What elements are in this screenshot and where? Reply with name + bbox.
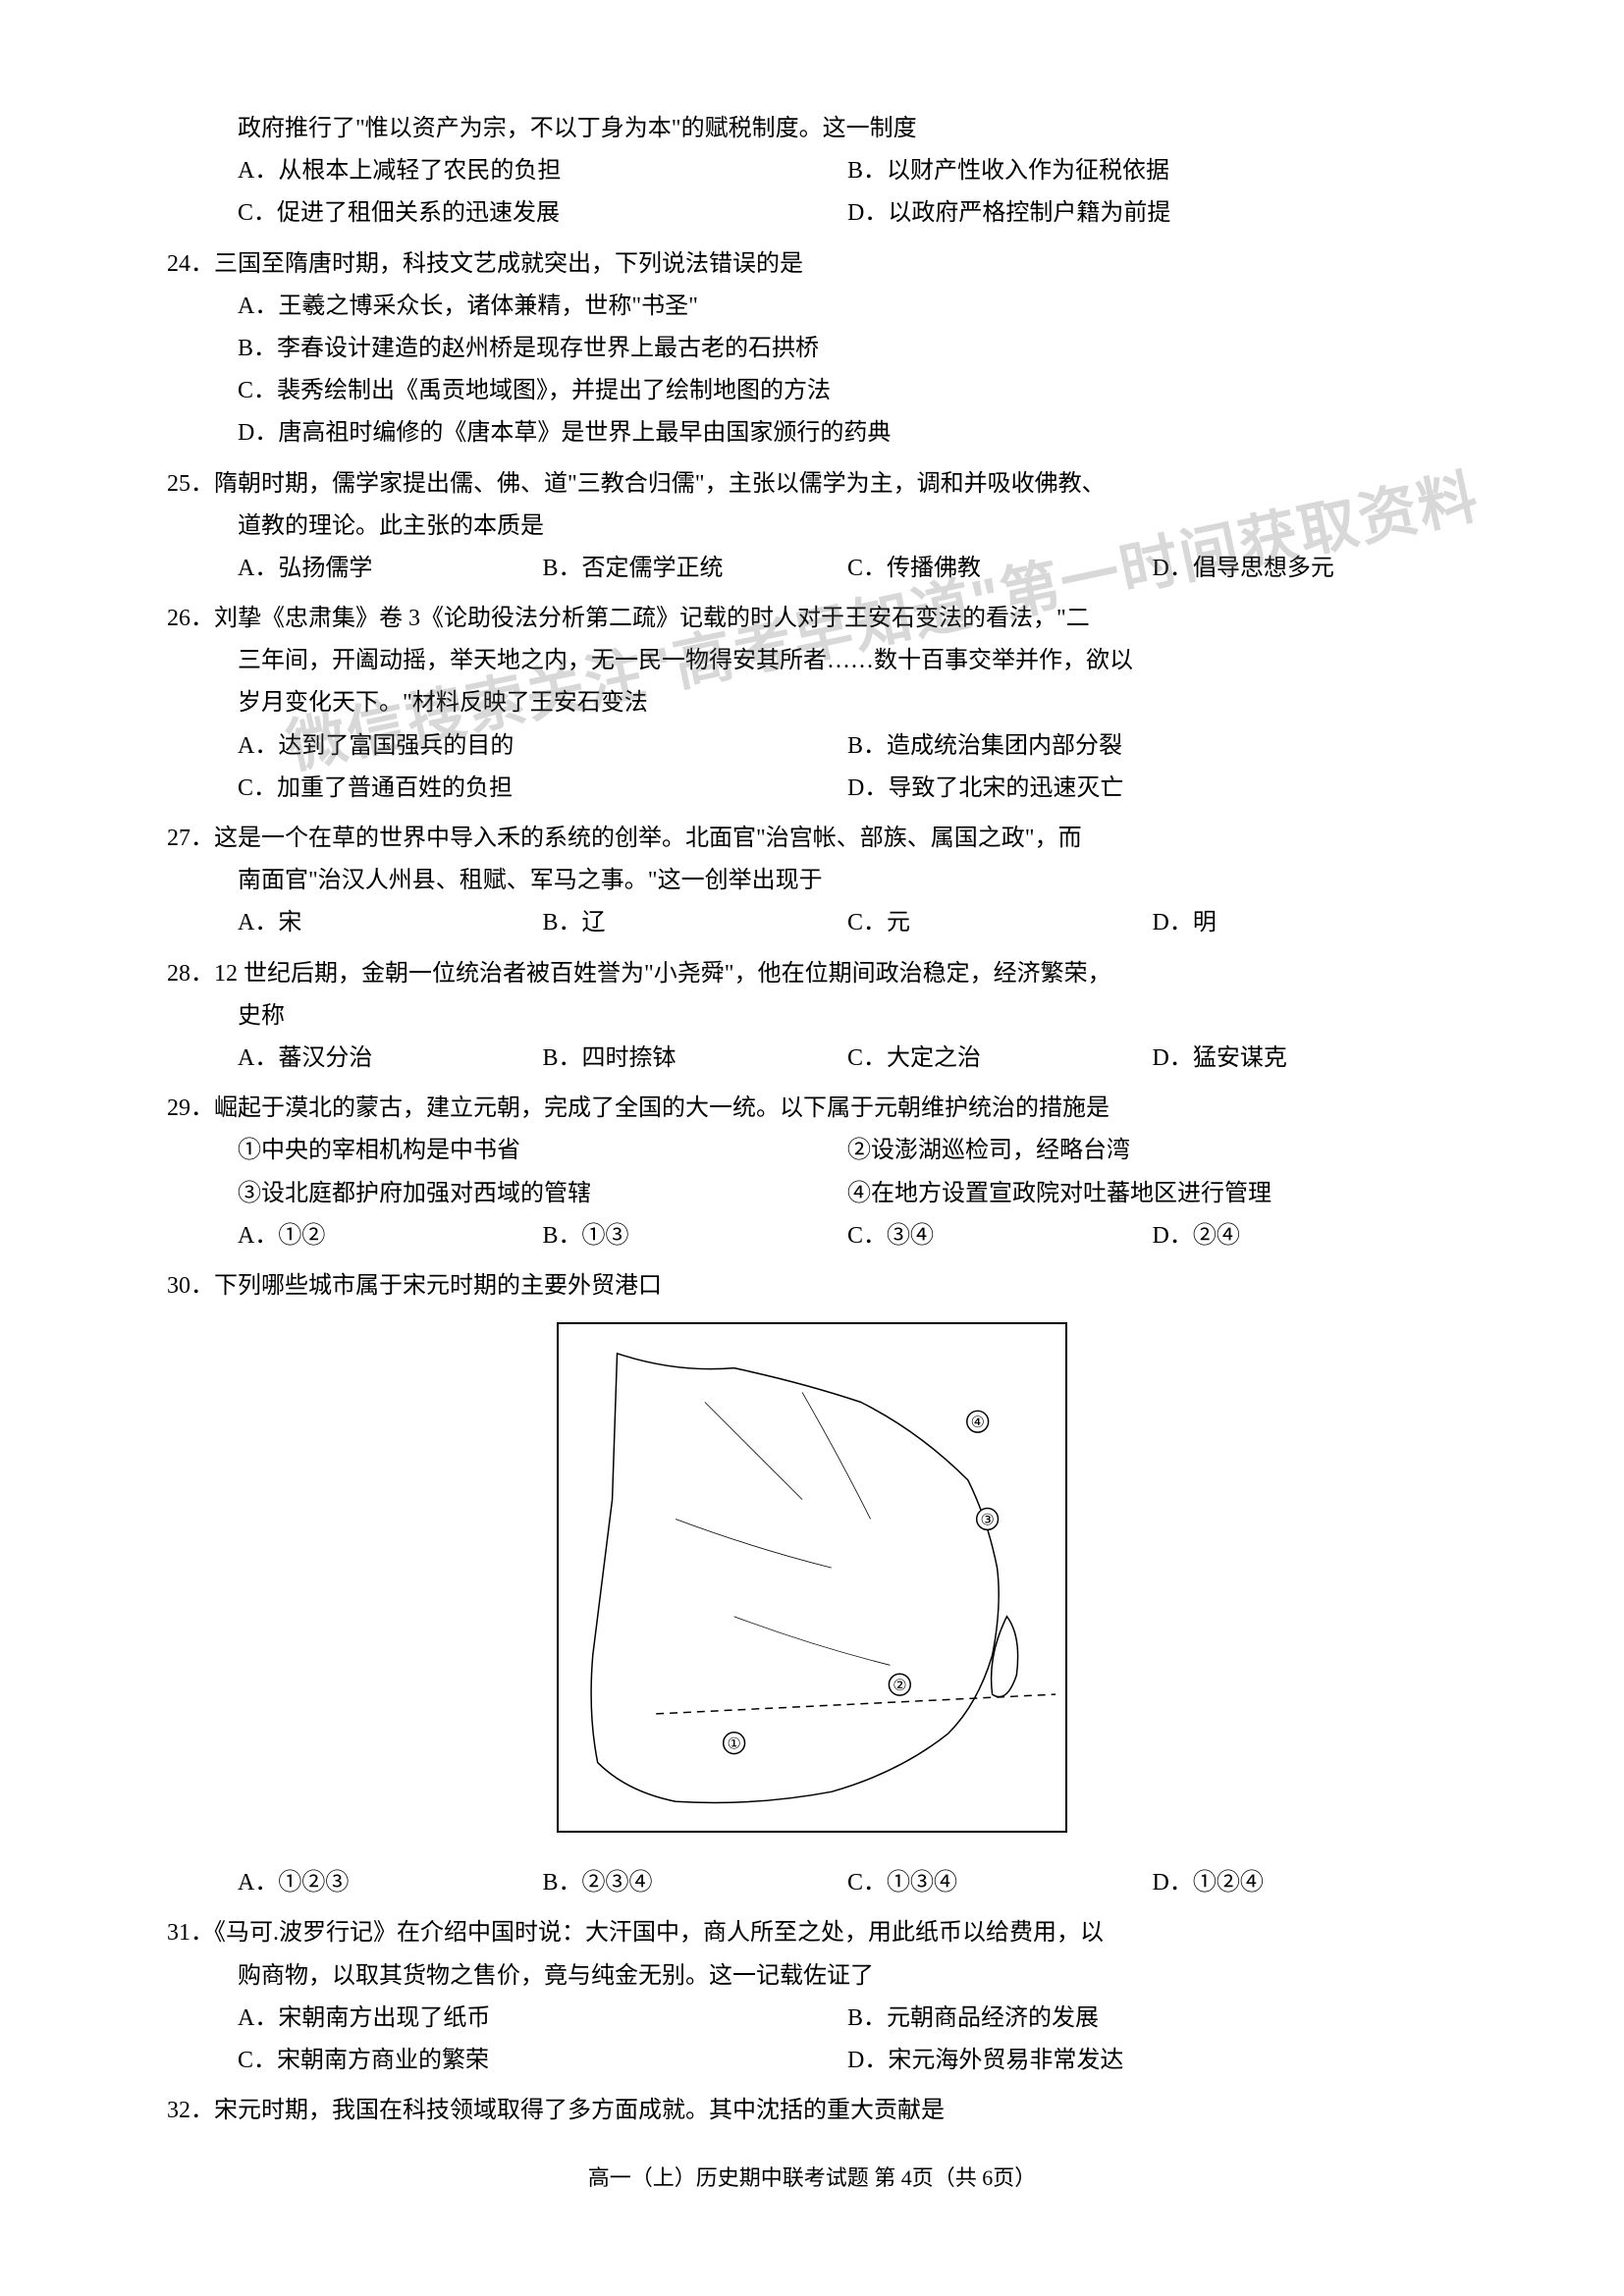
map-marker-1: ① xyxy=(728,1736,741,1753)
q25-option-b: B．否定儒学正统 xyxy=(543,548,848,590)
q27-option-b: B．辽 xyxy=(543,902,848,944)
q28-option-a: A．蕃汉分治 xyxy=(238,1038,543,1080)
q24-option-b: B．李春设计建造的赵州桥是现存世界上最古老的石拱桥 xyxy=(167,328,1457,370)
q30-option-d: D．①②④ xyxy=(1153,1862,1458,1904)
q23-option-a: A．从根本上减轻了农民的负担 xyxy=(238,150,847,192)
q28-option-b: B．四时捺钵 xyxy=(543,1038,848,1080)
q25-option-d: D．倡导思想多元 xyxy=(1153,548,1458,590)
q24-option-a: A．王羲之博采众长，诸体兼精，世称"书圣" xyxy=(167,286,1457,328)
map-marker-3: ③ xyxy=(981,1512,995,1528)
question-26: 26．刘挚《忠肃集》卷 3《论助役法分析第二疏》记载的时人对于王安石变法的看法，… xyxy=(167,598,1457,810)
q25-option-c: C．传播佛教 xyxy=(847,548,1153,590)
q29-sub2: ②设澎湖巡检司，经略台湾 xyxy=(847,1130,1457,1172)
q31-option-d: D．宋元海外贸易非常发达 xyxy=(847,2040,1457,2082)
q26-text: 26．刘挚《忠肃集》卷 3《论助役法分析第二疏》记载的时人对于王安石变法的看法，… xyxy=(167,598,1457,640)
map-container: ① ② ③ ④ xyxy=(167,1322,1457,1847)
q29-sub1: ①中央的宰相机构是中书省 xyxy=(238,1130,847,1172)
question-25: 25．隋朝时期，儒学家提出儒、佛、道"三教合归儒"，主张以儒学为主，调和并吸收佛… xyxy=(167,463,1457,591)
q24-option-c: C．裴秀绘制出《禹贡地域图》，并提出了绘制地图的方法 xyxy=(167,370,1457,412)
q30-option-b: B．②③④ xyxy=(543,1862,848,1904)
q26-option-b: B．造成统治集团内部分裂 xyxy=(847,725,1457,768)
q29-option-a: A．①② xyxy=(238,1215,543,1257)
q26-option-c: C．加重了普通百姓的负担 xyxy=(238,768,847,810)
q29-option-c: C．③④ xyxy=(847,1215,1153,1257)
q31-text: 31．《马可.波罗行记》在介绍中国时说：大汗国中，商人所至之处，用此纸币以给费用… xyxy=(167,1912,1457,1954)
map-svg: ① ② ③ ④ xyxy=(559,1324,1065,1831)
q31-option-b: B．元朝商品经济的发展 xyxy=(847,1998,1457,2040)
q28-cont: 史称 xyxy=(167,995,1457,1038)
q29-text: 29．崛起于漠北的蒙古，建立元朝，完成了全国的大一统。以下属于元朝维护统治的措施… xyxy=(167,1088,1457,1130)
question-32: 32．宋元时期，我国在科技领域取得了多方面成就。其中沈括的重大贡献是 xyxy=(167,2090,1457,2132)
q25-cont: 道教的理论。此主张的本质是 xyxy=(167,506,1457,548)
question-23-continuation: 政府推行了"惟以资产为宗，不以丁身为本"的赋税制度。这一制度 A．从根本上减轻了… xyxy=(167,108,1457,236)
q23-option-d: D．以政府严格控制户籍为前提 xyxy=(847,192,1457,235)
q26-option-a: A．达到了富国强兵的目的 xyxy=(238,725,847,768)
map-marker-2: ② xyxy=(893,1678,906,1694)
q26-option-d: D．导致了北宋的迅速灭亡 xyxy=(847,768,1457,810)
q29-option-d: D．②④ xyxy=(1153,1215,1458,1257)
q29-sub4: ④在地方设置宣政院对吐蕃地区进行管理 xyxy=(847,1173,1457,1215)
q26-cont1: 三年间，开阖动摇，举天地之内，无一民一物得安其所者……数十百事交举并作，欲以 xyxy=(167,640,1457,682)
q32-text: 32．宋元时期，我国在科技领域取得了多方面成就。其中沈括的重大贡献是 xyxy=(167,2090,1457,2132)
map-marker-4: ④ xyxy=(971,1415,985,1431)
q23-option-c: C．促进了租佃关系的迅速发展 xyxy=(238,192,847,235)
q27-text: 27．这是一个在草的世界中导入禾的系统的创举。北面官"治宫帐、部族、属国之政"，… xyxy=(167,818,1457,860)
q29-sub3: ③设北庭都护府加强对西域的管辖 xyxy=(238,1173,847,1215)
q27-option-c: C．元 xyxy=(847,902,1153,944)
q27-option-d: D．明 xyxy=(1153,902,1458,944)
q25-text: 25．隋朝时期，儒学家提出儒、佛、道"三教合归儒"，主张以儒学为主，调和并吸收佛… xyxy=(167,463,1457,506)
q31-option-c: C．宋朝南方商业的繁荣 xyxy=(238,2040,847,2082)
q27-option-a: A．宋 xyxy=(238,902,543,944)
question-30: 30．下列哪些城市属于宋元时期的主要外贸港口 ① ② ③ ④ xyxy=(167,1265,1457,1905)
question-24: 24．三国至隋唐时期，科技文艺成就突出，下列说法错误的是 A．王羲之博采众长，诸… xyxy=(167,243,1457,455)
q30-option-c: C．①③④ xyxy=(847,1862,1153,1904)
question-28: 28．12 世纪后期，金朝一位统治者被百姓誉为"小尧舜"，他在位期间政治稳定，经… xyxy=(167,953,1457,1081)
q26-cont2: 岁月变化天下。"材料反映了王安石变法 xyxy=(167,682,1457,724)
q31-option-a: A．宋朝南方出现了纸币 xyxy=(238,1998,847,2040)
q23-option-b: B．以财产性收入作为征税依据 xyxy=(847,150,1457,192)
q27-cont: 南面官"治汉人州县、租赋、军马之事。"这一创举出现于 xyxy=(167,860,1457,902)
q31-cont: 购商物，以取其货物之售价，竟与纯金无别。这一记载佐证了 xyxy=(167,1955,1457,1998)
question-27: 27．这是一个在草的世界中导入禾的系统的创举。北面官"治宫帐、部族、属国之政"，… xyxy=(167,818,1457,945)
q28-option-c: C．大定之治 xyxy=(847,1038,1153,1080)
q28-text: 28．12 世纪后期，金朝一位统治者被百姓誉为"小尧舜"，他在位期间政治稳定，经… xyxy=(167,953,1457,995)
q28-option-d: D．猛安谋克 xyxy=(1153,1038,1458,1080)
page-footer: 高一（上）历史期中联考试题 第 4页（共 6页） xyxy=(0,2159,1624,2198)
q24-option-d: D．唐高祖时编修的《唐本草》是世界上最早由国家颁行的药典 xyxy=(167,412,1457,454)
q23-text: 政府推行了"惟以资产为宗，不以丁身为本"的赋税制度。这一制度 xyxy=(167,108,1457,150)
q25-option-a: A．弘扬儒学 xyxy=(238,548,543,590)
question-29: 29．崛起于漠北的蒙古，建立元朝，完成了全国的大一统。以下属于元朝维护统治的措施… xyxy=(167,1088,1457,1257)
q29-option-b: B．①③ xyxy=(543,1215,848,1257)
map-image: ① ② ③ ④ xyxy=(557,1322,1067,1833)
q30-option-a: A．①②③ xyxy=(238,1862,543,1904)
question-31: 31．《马可.波罗行记》在介绍中国时说：大汗国中，商人所至之处，用此纸币以给费用… xyxy=(167,1912,1457,2082)
q24-text: 24．三国至隋唐时期，科技文艺成就突出，下列说法错误的是 xyxy=(167,243,1457,286)
q30-text: 30．下列哪些城市属于宋元时期的主要外贸港口 xyxy=(167,1265,1457,1308)
